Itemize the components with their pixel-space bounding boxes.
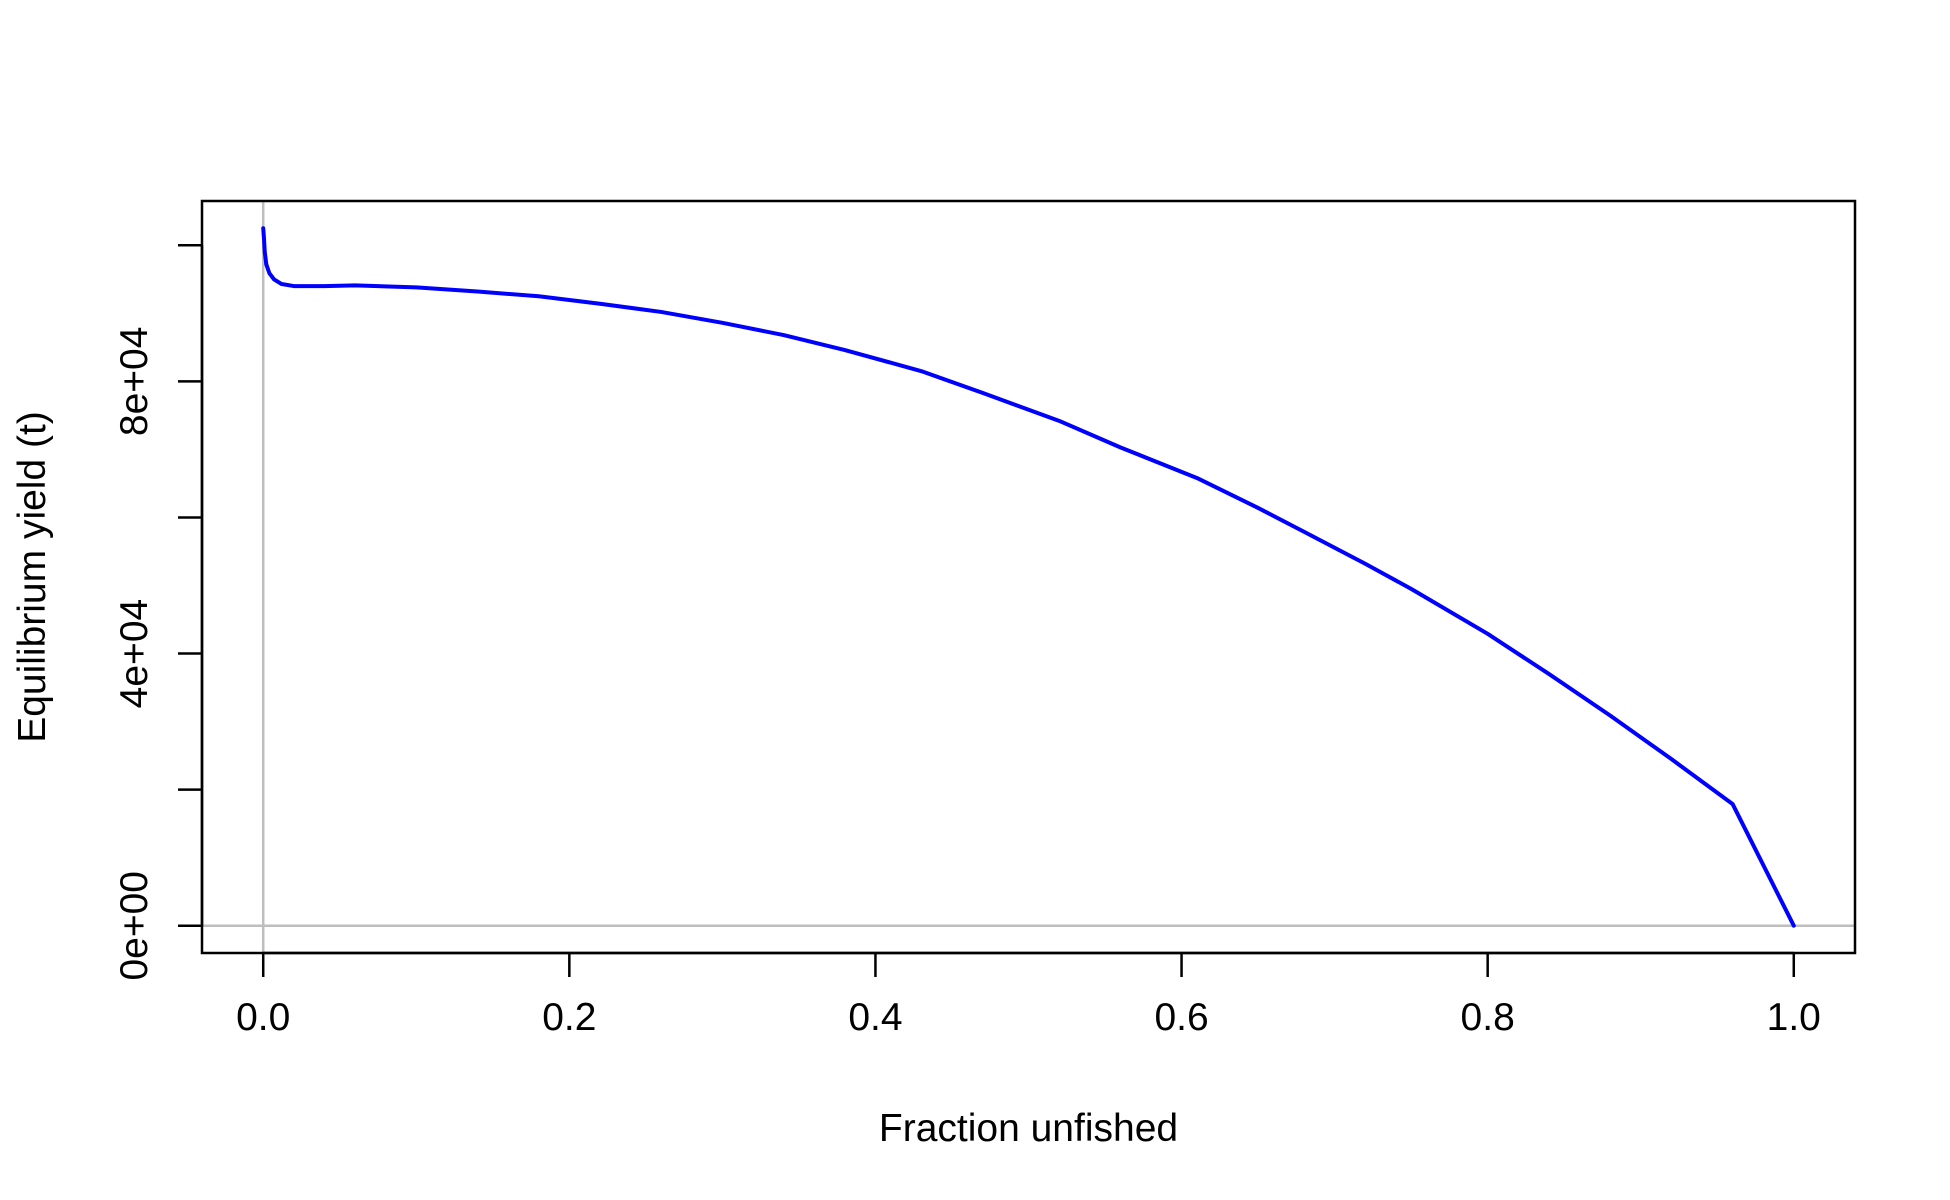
x-axis: 0.0 0.2 0.4 0.6 0.8 1.0 — [236, 951, 1821, 1039]
x-tick-label: 1.0 — [1767, 996, 1821, 1039]
x-tick-label: 0.2 — [542, 996, 596, 1039]
x-tick-label: 0.4 — [848, 996, 902, 1039]
y-axis: 0e+00 4e+04 8e+04 — [113, 243, 204, 981]
plot-frame — [200, 199, 1857, 955]
y-axis-title: Equilibrium yield (t) — [11, 411, 54, 743]
y-tick-label: 8e+04 — [113, 327, 156, 437]
series-layer — [261, 226, 1796, 928]
y-tick-label: 0e+00 — [113, 871, 156, 981]
x-tick-label: 0.6 — [1154, 996, 1208, 1039]
y-tick-label: 4e+04 — [113, 599, 156, 709]
x-tick-label: 0.0 — [236, 996, 290, 1039]
x-axis-title: Fraction unfished — [879, 1107, 1178, 1150]
reference-lines — [202, 201, 1855, 953]
yield-curve-line — [261, 226, 1796, 928]
x-tick-label: 0.8 — [1461, 996, 1515, 1039]
